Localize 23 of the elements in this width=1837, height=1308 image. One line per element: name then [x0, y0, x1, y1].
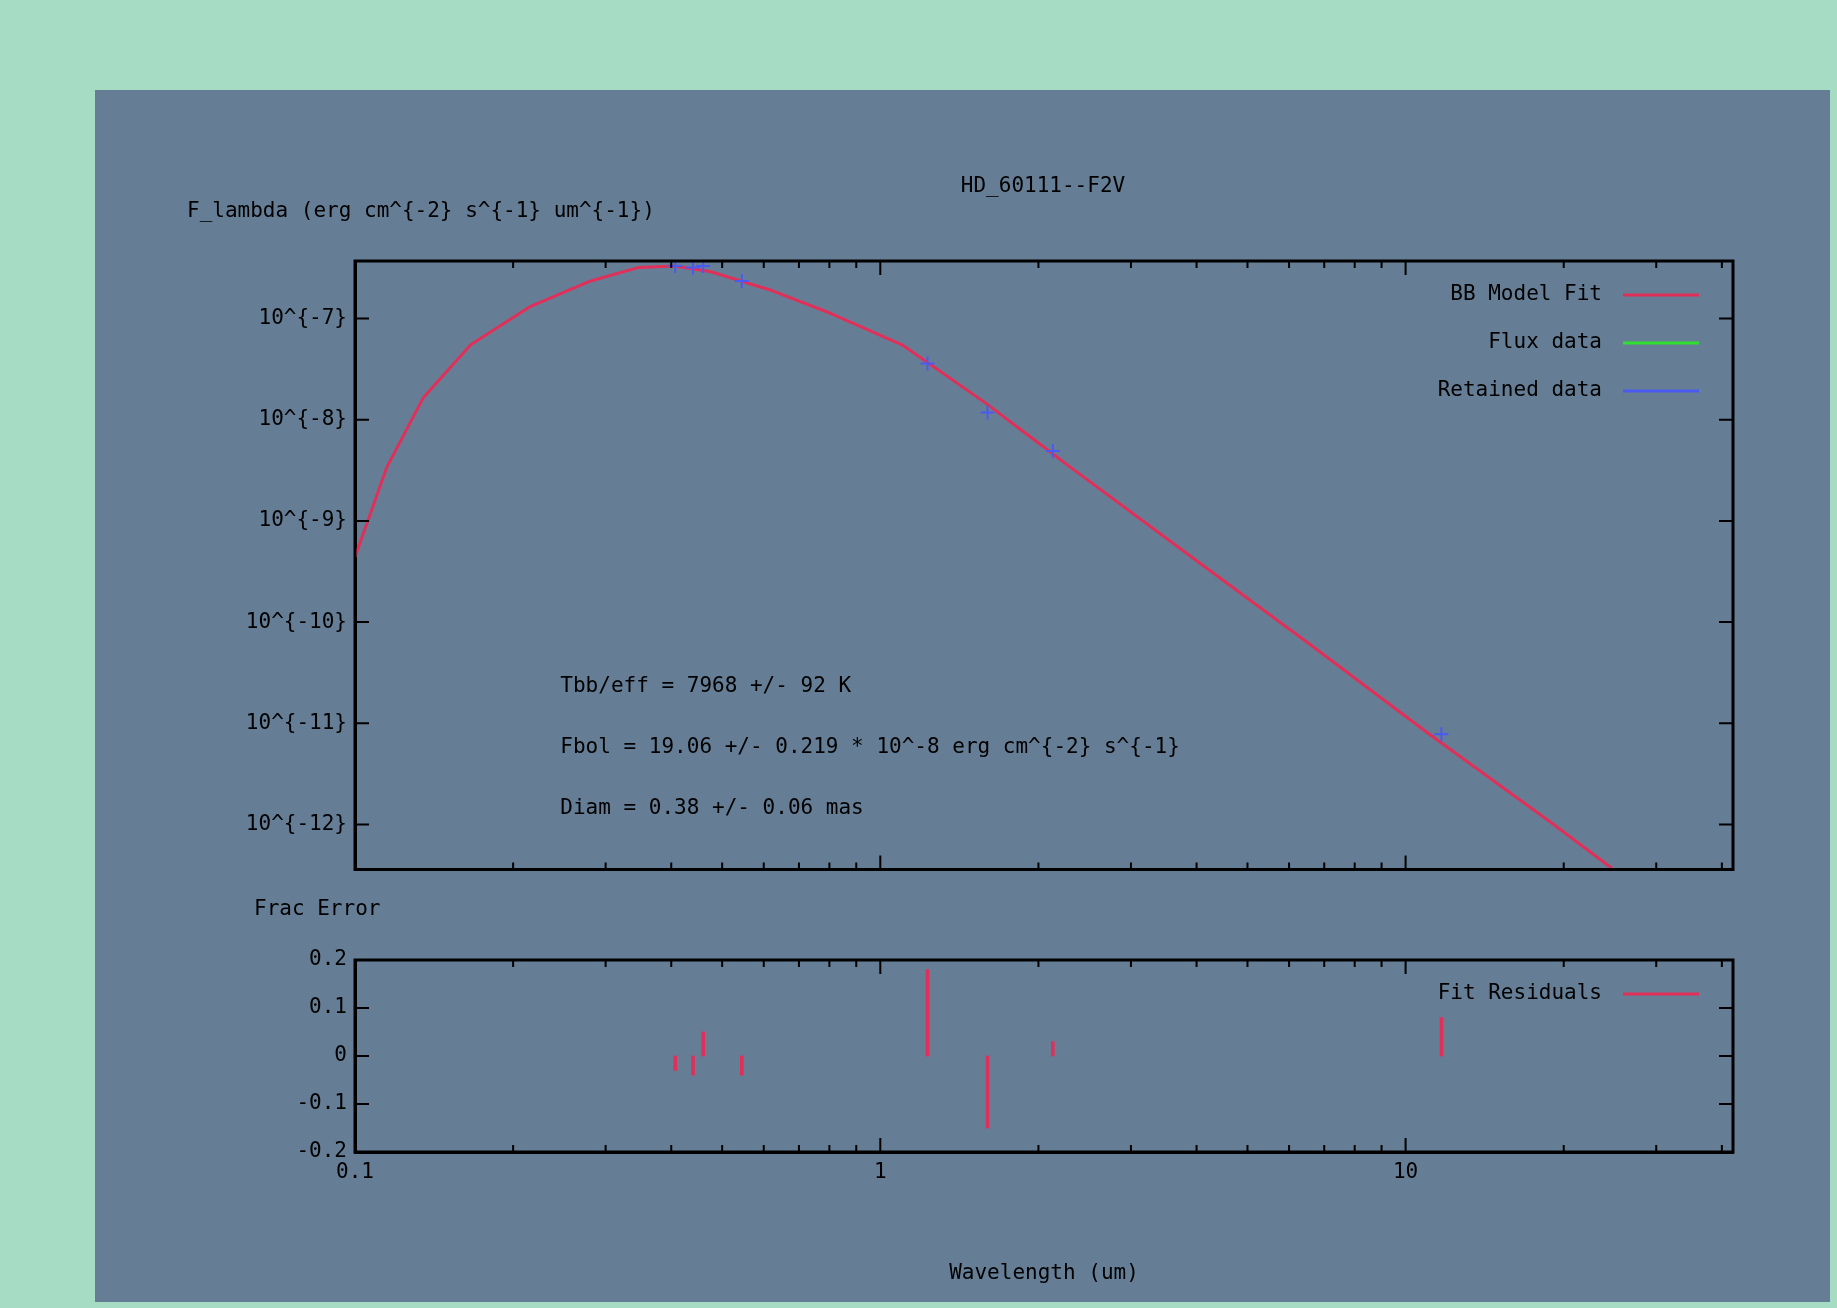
legend-label: BB Model Fit — [1450, 281, 1602, 306]
legend-label: Flux data — [1488, 329, 1602, 354]
y-tick-label: 10^{-12} — [245, 810, 347, 835]
y-tick-label: 10^{-9} — [258, 507, 347, 532]
legend-label: Retained data — [1437, 377, 1602, 402]
y-tick-label: 0 — [334, 1042, 347, 1067]
y-tick-label: -0.1 — [296, 1090, 347, 1115]
y-tick-label: 0.2 — [309, 946, 347, 971]
y-tick-label: 10^{-8} — [258, 406, 347, 431]
x-tick-label: 1 — [873, 1159, 887, 1184]
x-tick-label: 10 — [1392, 1159, 1419, 1184]
y-tick-label: 0.1 — [309, 994, 347, 1019]
chart-title: HD_60111--F2V — [960, 173, 1126, 198]
legend-label: Fit Residuals — [1437, 980, 1602, 1005]
annotation: Fbol = 19.06 +/- 0.219 * 10^-8 erg cm^{-2} s^{-1} — [560, 734, 1180, 759]
annotation: Diam = 0.38 +/- 0.06 mas — [560, 795, 864, 820]
y-axis-title: F_lambda (erg cm^{-2} s^{-1} um^{-1}) — [187, 198, 655, 223]
y-tick-label: 10^{-10} — [245, 608, 347, 633]
x-axis-title: Wavelength (um) — [949, 1259, 1139, 1284]
y-tick-label: 10^{-7} — [258, 304, 347, 329]
annotation: Tbb/eff = 7968 +/- 92 K — [560, 673, 852, 698]
y-axis-title: Frac Error — [254, 896, 381, 921]
y-tick-label: 10^{-11} — [245, 709, 347, 734]
